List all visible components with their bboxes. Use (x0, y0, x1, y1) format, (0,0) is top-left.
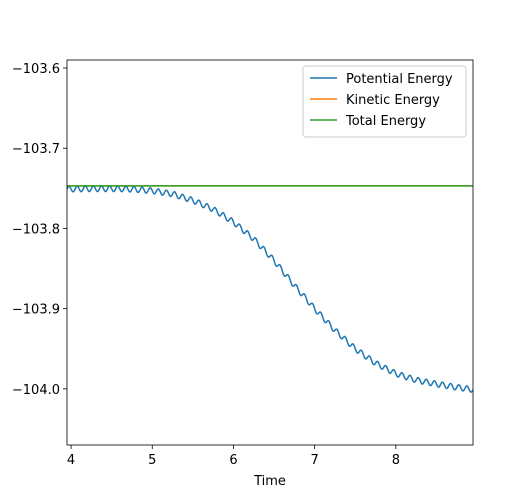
y-tick-label: −103.8 (12, 222, 60, 237)
series-line-potential-energy (67, 185, 473, 393)
y-tick-label: −103.6 (12, 62, 60, 77)
plot-area (67, 185, 473, 393)
x-tick-label: 6 (229, 453, 237, 468)
legend-label: Total Energy (345, 114, 426, 129)
x-tick-label: 7 (311, 453, 319, 468)
x-tick-label: 8 (392, 453, 400, 468)
y-tick-label: −103.9 (12, 303, 60, 318)
legend-label: Potential Energy (346, 72, 453, 87)
y-tick-label: −104.0 (12, 383, 60, 398)
x-tick-label: 5 (148, 453, 156, 468)
plot-frame (66, 59, 474, 446)
x-axis-label: Time (253, 474, 286, 489)
y-tick-label: −103.7 (12, 142, 60, 157)
axes: 4 5 6 7 8 −103.6 −103.7 −103.8 −103.9 −104.0 (12, 59, 474, 468)
legend-box (302, 65, 467, 138)
legend: Potential Energy Kinetic Energy Total Ener… (302, 65, 467, 138)
x-tick-label: 4 (67, 453, 75, 468)
legend-label: Kinetic Energy (346, 93, 440, 108)
